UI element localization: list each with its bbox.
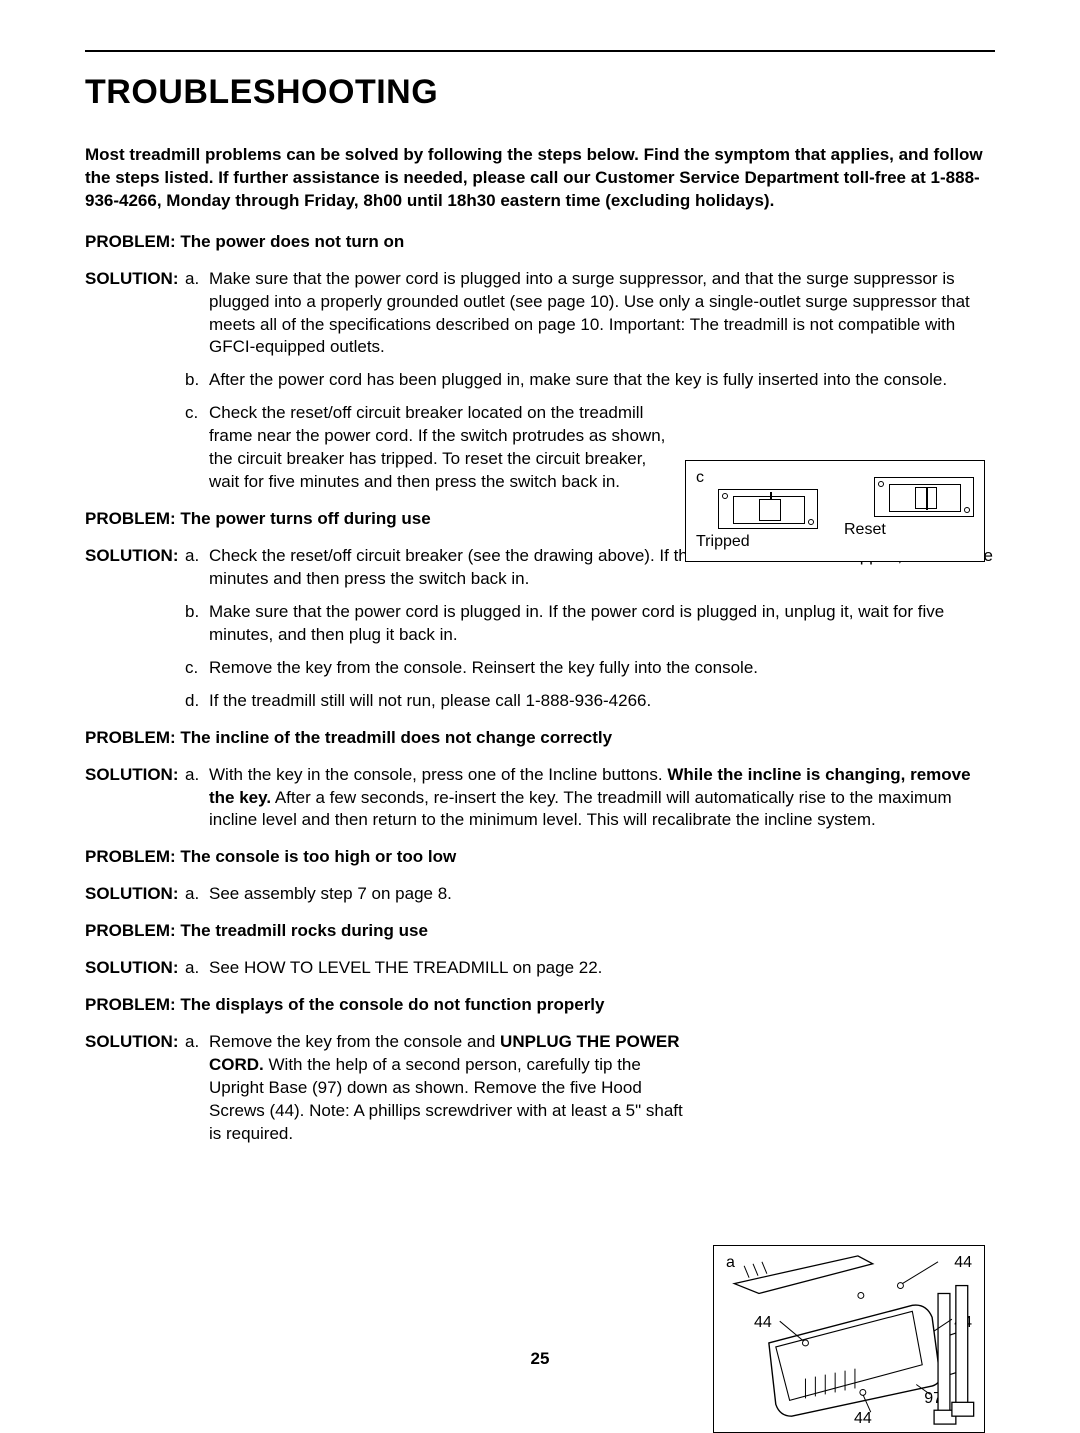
problem-label: PROBLEM: — [85, 728, 176, 747]
solution-text: With the key in the console, press one o… — [209, 764, 995, 833]
breaker-plate-reset — [874, 477, 974, 517]
step-letter: a. — [185, 268, 209, 291]
problem-6-title: The displays of the console do not funct… — [180, 995, 604, 1014]
solution-text: Remove the key from the console. Reinser… — [209, 657, 995, 680]
problem-2-title: The power turns off during use — [180, 509, 430, 528]
problem-5-title: The treadmill rocks during use — [180, 921, 428, 940]
solution-text: Remove the key from the console and UNPL… — [209, 1031, 689, 1146]
step-letter: c. — [185, 402, 209, 425]
text-segment: With the help of a second person, carefu… — [209, 1055, 683, 1143]
text-segment: Remove the key from the console and — [209, 1032, 500, 1051]
solution-text: Make sure that the power cord is plugged… — [209, 601, 995, 647]
step-letter: a. — [185, 545, 209, 568]
solution-text: Check the reset/off circuit breaker loca… — [209, 402, 679, 494]
solution-4a: SOLUTION: a. See assembly step 7 on page… — [85, 883, 995, 906]
intro-paragraph: Most treadmill problems can be solved by… — [85, 144, 995, 213]
solution-text: After the power cord has been plugged in… — [209, 369, 995, 392]
problem-label: PROBLEM: — [85, 921, 176, 940]
step-letter: a. — [185, 764, 209, 787]
solution-label: SOLUTION: — [85, 957, 185, 980]
problem-5-heading: PROBLEM: The treadmill rocks during use — [85, 920, 995, 943]
problem-1-title: The power does not turn on — [180, 232, 404, 251]
step-letter: a. — [185, 1031, 209, 1054]
diagram-upright-base: a 44 44 44 97 44 — [713, 1245, 985, 1433]
problem-3-title: The incline of the treadmill does not ch… — [180, 728, 612, 747]
solution-5a: SOLUTION: a. See HOW TO LEVEL THE TREADM… — [85, 957, 995, 980]
diagram-reset-label: Reset — [844, 519, 886, 541]
page-number: 25 — [0, 1348, 1080, 1371]
problem-4-title: The console is too high or too low — [180, 847, 456, 866]
problem-label: PROBLEM: — [85, 509, 176, 528]
diagram-tripped-label: Tripped — [696, 531, 750, 553]
problem-3-heading: PROBLEM: The incline of the treadmill do… — [85, 727, 995, 750]
problem-4-heading: PROBLEM: The console is too high or too … — [85, 846, 995, 869]
solution-2d: d. If the treadmill still will not run, … — [85, 690, 995, 713]
solution-label: SOLUTION: — [85, 883, 185, 906]
problem-label: PROBLEM: — [85, 847, 176, 866]
step-letter: a. — [185, 883, 209, 906]
solution-text: If the treadmill still will not run, ple… — [209, 690, 995, 713]
solution-6a: SOLUTION: a. Remove the key from the con… — [85, 1031, 995, 1146]
breaker-plate-tripped — [718, 489, 818, 529]
solution-3a: SOLUTION: a. With the key in the console… — [85, 764, 995, 833]
solution-text: See HOW TO LEVEL THE TREADMILL on page 2… — [209, 957, 995, 980]
diagram-circuit-breaker: c Tripped Reset — [685, 460, 985, 562]
solution-label: SOLUTION: — [85, 764, 185, 787]
diagram-c-label: c — [696, 467, 704, 489]
step-letter: b. — [185, 369, 209, 392]
page-title: TROUBLESHOOTING — [85, 70, 995, 116]
solution-2b: b. Make sure that the power cord is plug… — [85, 601, 995, 647]
diagram-svg — [714, 1246, 984, 1432]
step-letter: b. — [185, 601, 209, 624]
solution-1b: b. After the power cord has been plugged… — [85, 369, 995, 392]
top-rule — [85, 50, 995, 52]
solution-label: SOLUTION: — [85, 268, 185, 291]
step-letter: c. — [185, 657, 209, 680]
problem-label: PROBLEM: — [85, 232, 176, 251]
solution-label: SOLUTION: — [85, 545, 185, 568]
problem-1-heading: PROBLEM: The power does not turn on — [85, 231, 995, 254]
step-letter: a. — [185, 957, 209, 980]
solution-label: SOLUTION: — [85, 1031, 185, 1054]
solution-text: See assembly step 7 on page 8. — [209, 883, 995, 906]
problem-label: PROBLEM: — [85, 995, 176, 1014]
text-segment: After a few seconds, re-insert the key. … — [209, 788, 952, 830]
text-segment: With the key in the console, press one o… — [209, 765, 667, 784]
solution-2c: c. Remove the key from the console. Rein… — [85, 657, 995, 680]
solution-text: Make sure that the power cord is plugged… — [209, 268, 995, 360]
step-letter: d. — [185, 690, 209, 713]
solution-1a: SOLUTION: a. Make sure that the power co… — [85, 268, 995, 360]
problem-6-heading: PROBLEM: The displays of the console do … — [85, 994, 995, 1017]
